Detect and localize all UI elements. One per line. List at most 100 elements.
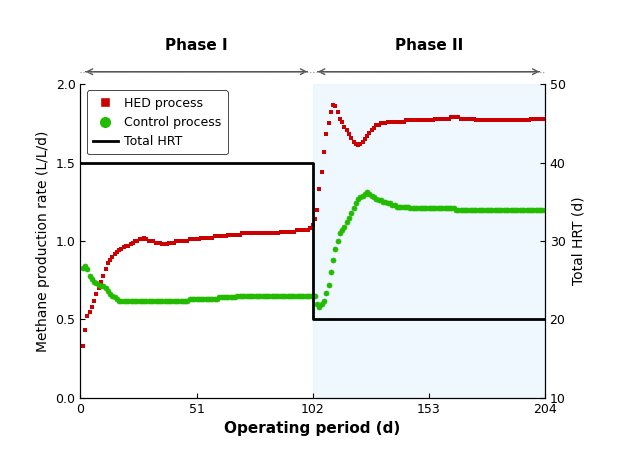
Point (415, 205, 425, 212)
Point (130, 237, 140, 245)
Point (446, 205, 456, 212)
Point (287, 228, 297, 235)
Point (303, 227, 313, 234)
Point (150, 239, 160, 246)
Point (308, 221, 318, 229)
Point (255, 229, 265, 237)
Point (258, 229, 267, 237)
Point (439, 205, 449, 212)
Point (312, 206, 322, 213)
Point (199, 295, 209, 303)
Point (149, 237, 158, 245)
Point (472, 206, 482, 213)
Point (87, 275, 97, 282)
Point (207, 234, 217, 241)
Point (221, 294, 231, 301)
Point (492, 117, 502, 124)
Point (378, 198, 388, 205)
Point (235, 231, 245, 239)
Point (483, 117, 493, 124)
Point (176, 237, 186, 245)
Point (342, 126, 352, 133)
Point (214, 294, 224, 301)
Point (487, 117, 497, 124)
Point (180, 237, 190, 245)
Point (219, 233, 229, 240)
Point (444, 205, 454, 212)
Point (116, 245, 126, 253)
Point (235, 292, 245, 300)
Point (519, 206, 529, 213)
Point (530, 115, 540, 123)
Point (142, 236, 152, 243)
Point (203, 295, 213, 303)
Point (419, 205, 429, 212)
Point (383, 200, 392, 207)
Point (353, 142, 363, 149)
Point (367, 126, 377, 133)
Point (360, 135, 370, 143)
Point (269, 292, 279, 300)
Point (442, 115, 452, 123)
Point (116, 297, 126, 304)
Point (458, 115, 468, 123)
Point (467, 206, 477, 213)
Point (132, 297, 142, 304)
Point (280, 292, 290, 300)
Point (287, 292, 297, 300)
Point (246, 292, 256, 300)
Point (358, 192, 368, 199)
Point (276, 228, 286, 235)
Point (164, 297, 174, 304)
Point (365, 129, 374, 137)
Point (501, 117, 511, 124)
Point (494, 117, 504, 124)
Point (149, 297, 158, 304)
Point (260, 229, 270, 237)
Point (367, 192, 377, 199)
Point (137, 236, 147, 243)
Point (290, 228, 300, 235)
Point (283, 292, 293, 300)
Point (192, 236, 202, 243)
Point (480, 206, 490, 213)
Point (335, 229, 345, 237)
Point (472, 117, 482, 124)
Point (301, 292, 311, 300)
Point (292, 227, 301, 234)
Point (171, 237, 181, 245)
Point (112, 248, 122, 256)
Point (331, 102, 340, 110)
Point (199, 234, 209, 241)
Point (453, 206, 463, 213)
Point (533, 206, 543, 213)
Point (467, 115, 477, 123)
Point (280, 228, 290, 235)
Point (184, 236, 194, 243)
Point (192, 295, 202, 303)
Point (422, 117, 431, 124)
Point (342, 219, 352, 226)
Point (221, 233, 231, 240)
Point (392, 118, 402, 125)
Point (537, 115, 547, 123)
Point (155, 297, 165, 304)
Text: Phase II: Phase II (394, 38, 463, 53)
Point (476, 206, 486, 213)
Point (419, 117, 429, 124)
Point (524, 206, 534, 213)
Point (285, 228, 295, 235)
Point (449, 113, 459, 121)
Point (529, 206, 539, 213)
Point (374, 197, 384, 204)
Point (537, 206, 547, 213)
Point (105, 291, 115, 298)
Point (328, 101, 338, 109)
Point (385, 118, 395, 125)
Point (428, 205, 438, 212)
Point (305, 225, 315, 232)
Point (180, 297, 190, 304)
Point (337, 118, 347, 125)
Point (178, 237, 188, 245)
Point (144, 297, 154, 304)
